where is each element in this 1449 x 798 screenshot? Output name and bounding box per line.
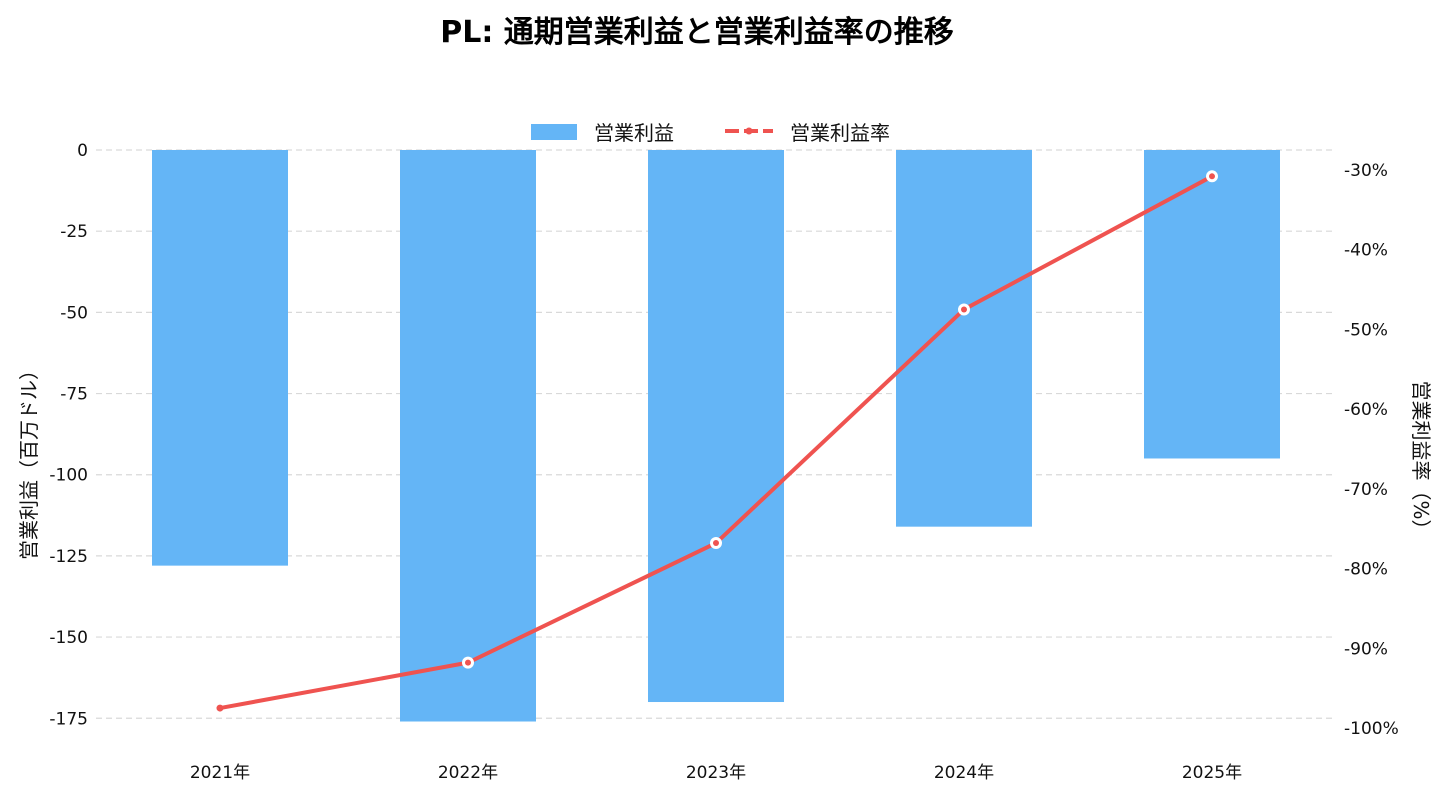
legend-swatch-bar [531,124,577,140]
right-tick-label: -70% [1344,480,1388,500]
right-tick-label: -90% [1344,639,1388,659]
x-axis-ticks: 2021年 2022年 2023年 2024年 2025年 [190,763,1242,783]
left-axis-label: 営業利益（百万ドル） [17,360,41,560]
legend-label-bar: 営業利益 [594,121,674,145]
rate-point-center [465,659,471,666]
left-axis-ticks: 0 -25 -50 -75 -100 -125 -150 -175 [49,141,88,729]
rate-point-center [1209,173,1215,180]
legend-label-line: 営業利益率 [790,121,890,145]
left-tick-label: 0 [77,141,88,161]
legend: 営業利益 営業利益率 [531,121,890,145]
x-tick-label: 2024年 [934,763,994,783]
bar [1144,150,1280,459]
rate-point-center [713,540,719,547]
bars [152,150,1280,722]
x-tick-label: 2025年 [1182,763,1242,783]
legend-swatch-marker [745,127,753,135]
right-tick-label: -60% [1344,400,1388,420]
left-tick-label: -125 [49,547,88,567]
left-tick-label: -75 [60,385,88,405]
bar [400,150,536,722]
right-tick-label: -30% [1344,161,1388,181]
left-tick-label: -150 [49,628,88,648]
rate-point [216,704,224,712]
right-tick-label: -50% [1344,320,1388,340]
x-tick-label: 2021年 [190,763,250,783]
left-tick-label: -50 [60,303,88,323]
right-axis-ticks: -30% -40% -50% -60% -70% -80% -90% -100% [1344,161,1399,739]
bar [152,150,288,566]
right-axis-label: 営業利益率（%） [1409,380,1433,539]
bar [896,150,1032,527]
x-tick-label: 2022年 [438,763,498,783]
rate-line [216,170,1218,712]
rate-point-center [961,306,967,313]
right-tick-label: -80% [1344,560,1388,580]
chart-title: PL: 通期営業利益と営業利益率の推移 [440,15,954,50]
right-tick-label: -40% [1344,241,1388,261]
left-tick-label: -100 [49,466,88,486]
x-tick-label: 2023年 [686,763,746,783]
bar [648,150,784,703]
right-tick-label: -100% [1344,719,1399,739]
left-tick-label: -25 [60,222,88,242]
left-tick-label: -175 [49,709,88,729]
